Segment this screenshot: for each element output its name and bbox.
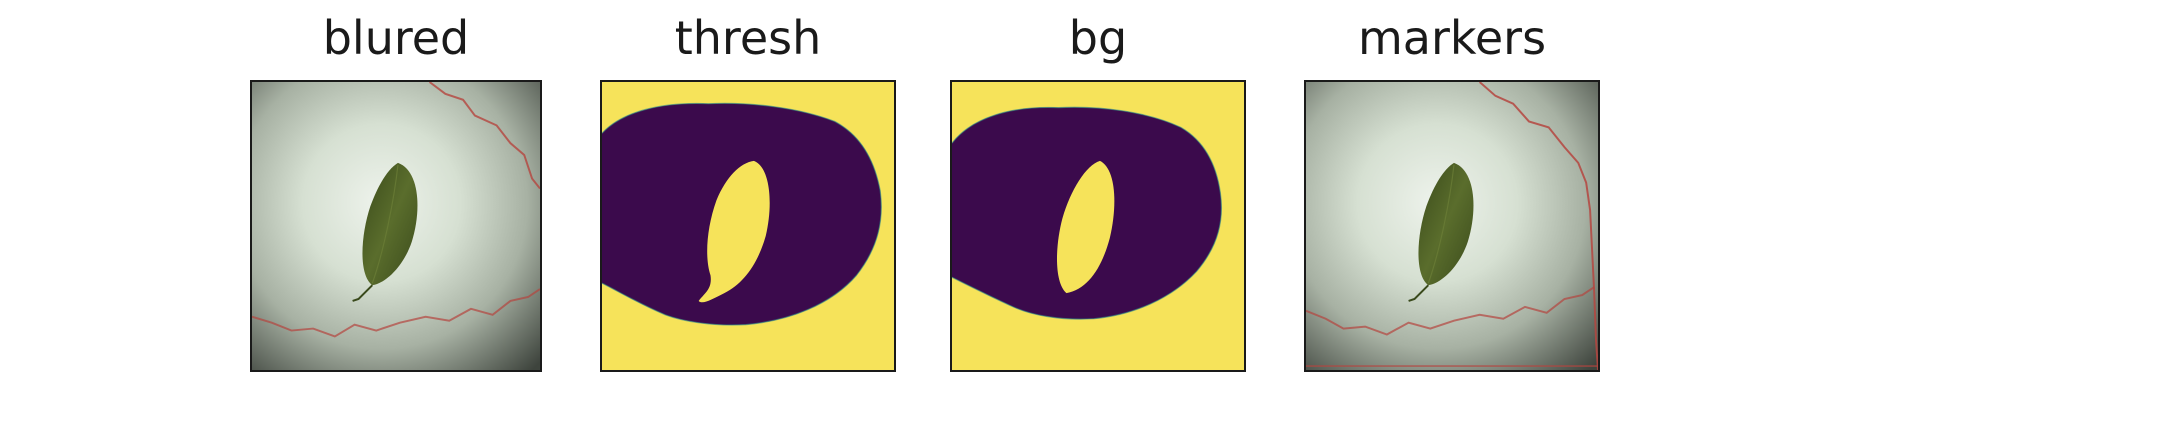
panel-markers: markers [1304, 0, 1600, 422]
panel-bg: bg [950, 0, 1246, 422]
panel-title: thresh [674, 11, 822, 65]
markers-image [1304, 80, 1600, 372]
bg-image [950, 80, 1246, 372]
panel-thresh: thresh [600, 0, 896, 422]
panel-title: blured [322, 11, 470, 65]
panel-title: bg [1068, 11, 1128, 65]
panel-title: markers [1357, 11, 1547, 65]
panel-blured: blured [250, 0, 542, 422]
blured-image [250, 80, 542, 372]
thresh-image [600, 80, 896, 372]
